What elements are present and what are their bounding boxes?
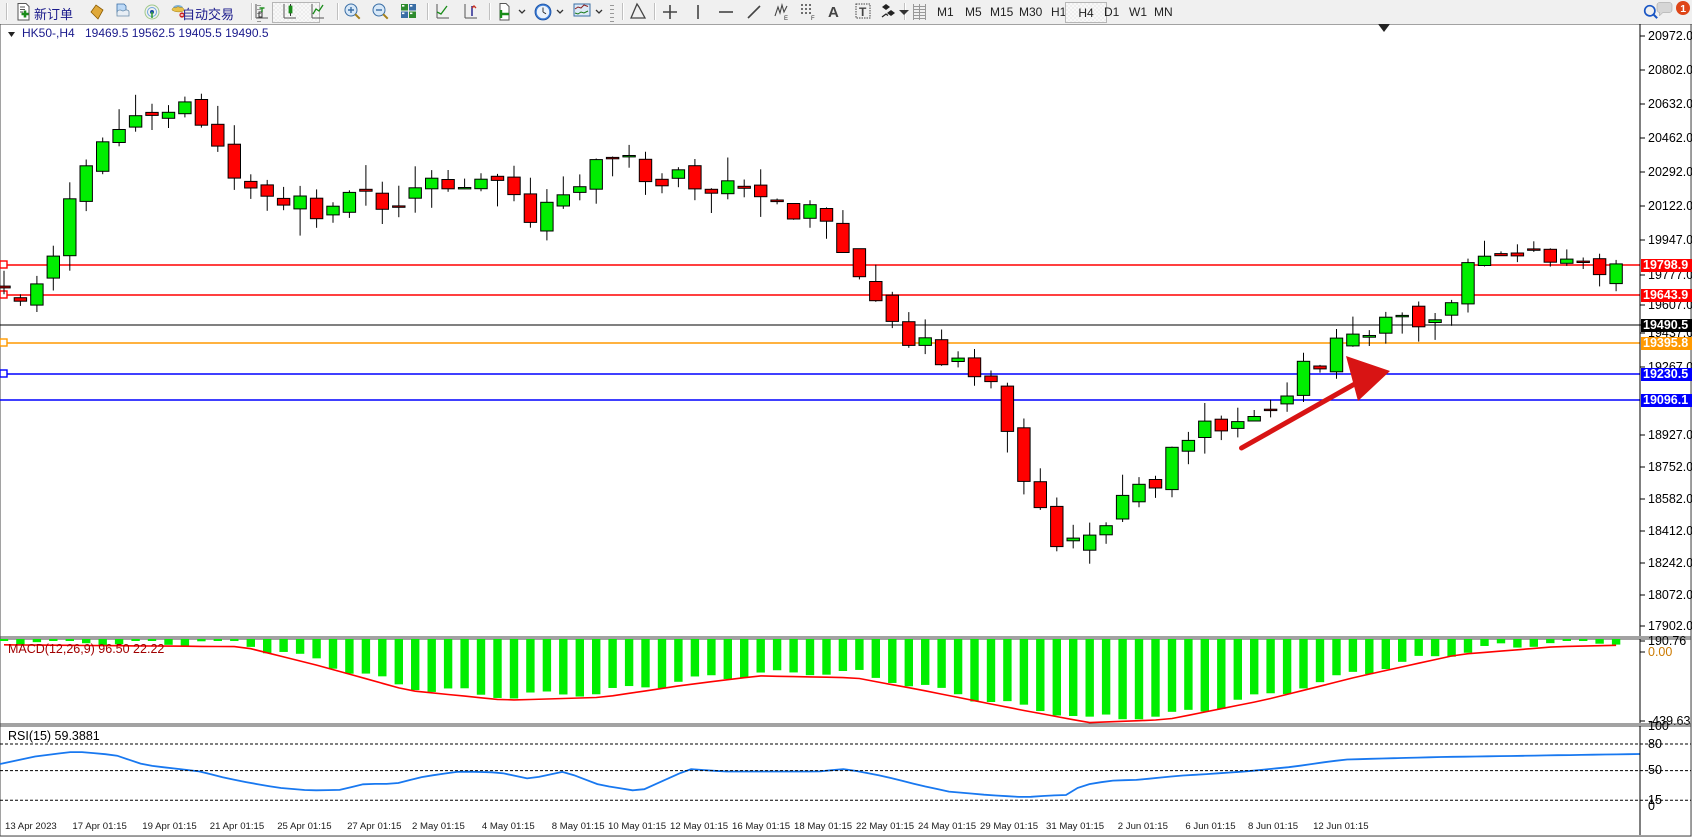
svg-text:18752.0: 18752.0: [1648, 460, 1692, 474]
svg-text:19469.5 19562.5 19405.5 19490.: 19469.5 19562.5 19405.5 19490.5: [85, 26, 269, 40]
svg-text:18927.0: 18927.0: [1648, 428, 1692, 442]
svg-text:20462.0: 20462.0: [1648, 131, 1692, 145]
svg-text:17902.0: 17902.0: [1648, 619, 1692, 633]
svg-text:19395.8: 19395.8: [1643, 336, 1688, 350]
svg-text:22 May 01:15: 22 May 01:15: [856, 821, 914, 832]
svg-text:31 May 01:15: 31 May 01:15: [1046, 821, 1104, 832]
svg-text:29 May 01:15: 29 May 01:15: [980, 821, 1038, 832]
svg-text:0: 0: [1648, 799, 1655, 813]
svg-text:17 Apr 01:15: 17 Apr 01:15: [72, 821, 126, 832]
svg-text:F: F: [811, 16, 815, 22]
svg-text:8 May 01:15: 8 May 01:15: [552, 821, 605, 832]
svg-text:16 May 01:15: 16 May 01:15: [732, 821, 790, 832]
svg-text:E: E: [784, 16, 788, 22]
svg-text:18242.0: 18242.0: [1648, 556, 1692, 570]
svg-text:12 Jun 01:15: 12 Jun 01:15: [1313, 821, 1368, 832]
svg-text:20972.0: 20972.0: [1648, 29, 1692, 43]
svg-text:18 May 01:15: 18 May 01:15: [794, 821, 852, 832]
svg-text:25 Apr 01:15: 25 Apr 01:15: [277, 821, 331, 832]
svg-text:T: T: [859, 5, 867, 19]
svg-text:19798.9: 19798.9: [1643, 258, 1688, 272]
svg-text:80: 80: [1648, 737, 1662, 751]
svg-text:0.00: 0.00: [1648, 645, 1672, 659]
svg-text:18412.0: 18412.0: [1648, 524, 1692, 538]
svg-text:20122.0: 20122.0: [1648, 199, 1692, 213]
svg-text:18582.0: 18582.0: [1648, 492, 1692, 506]
svg-text:13 Apr 2023: 13 Apr 2023: [5, 821, 57, 832]
svg-text:4 May 01:15: 4 May 01:15: [482, 821, 535, 832]
svg-text:HK50-,H4: HK50-,H4: [22, 26, 75, 40]
svg-text:21 Apr 01:15: 21 Apr 01:15: [210, 821, 264, 832]
svg-text:27 Apr 01:15: 27 Apr 01:15: [347, 821, 401, 832]
svg-text:24 May 01:15: 24 May 01:15: [918, 821, 976, 832]
svg-text:8 Jun 01:15: 8 Jun 01:15: [1248, 821, 1298, 832]
svg-text:18072.0: 18072.0: [1648, 588, 1692, 602]
svg-text:20802.0: 20802.0: [1648, 63, 1692, 77]
svg-text:50: 50: [1648, 763, 1662, 777]
svg-text:MACD(12,26,9) 96.50 22.22: MACD(12,26,9) 96.50 22.22: [8, 642, 164, 656]
svg-text:10 May 01:15: 10 May 01:15: [608, 821, 666, 832]
svg-text:1: 1: [1680, 3, 1686, 15]
svg-text:2 May 01:15: 2 May 01:15: [412, 821, 465, 832]
svg-text:2 Jun 01:15: 2 Jun 01:15: [1118, 821, 1168, 832]
svg-text:19230.5: 19230.5: [1643, 367, 1688, 381]
svg-text:12 May 01:15: 12 May 01:15: [670, 821, 728, 832]
svg-text:19 Apr 01:15: 19 Apr 01:15: [142, 821, 196, 832]
svg-text:6 Jun 01:15: 6 Jun 01:15: [1185, 821, 1235, 832]
svg-text:20292.0: 20292.0: [1648, 165, 1692, 179]
svg-text:A: A: [828, 4, 839, 21]
svg-text:19096.1: 19096.1: [1643, 393, 1688, 407]
svg-text:100: 100: [1648, 719, 1669, 733]
svg-text:19947.0: 19947.0: [1648, 233, 1692, 247]
svg-text:19490.5: 19490.5: [1643, 318, 1688, 332]
svg-text:RSI(15) 59.3881: RSI(15) 59.3881: [8, 729, 100, 743]
svg-text:19643.9: 19643.9: [1643, 288, 1688, 302]
svg-text:20632.0: 20632.0: [1648, 97, 1692, 111]
